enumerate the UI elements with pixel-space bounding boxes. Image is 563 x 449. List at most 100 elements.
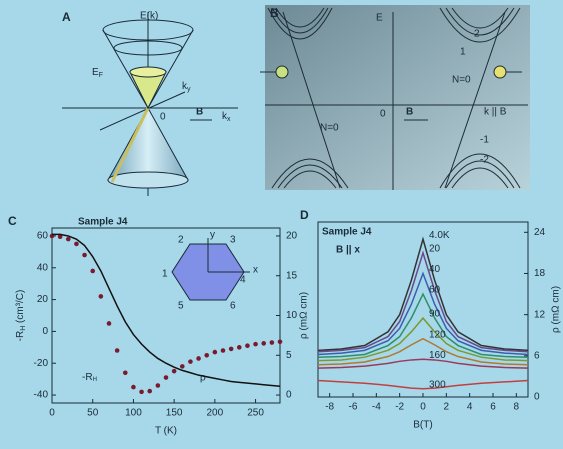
n0-label: N=0 [320,123,339,134]
fermi-surface [130,67,166,77]
energy-label: E(k) [140,11,158,22]
level-label: 1 [460,47,466,58]
x-tick-label: 50 [87,408,99,419]
y2-tick-label: 10 [286,310,298,321]
y2-axis-label: ρ (mΩ cm) [299,292,310,339]
y2-tick-label: 5 [286,350,292,361]
data-point [204,353,209,358]
x-tick-label: 0 [49,408,55,419]
data-point [82,253,87,258]
y-tick-label: 12 [534,309,546,320]
level-label: 2 [474,29,480,40]
inset-label: 2 [178,235,184,246]
sample-label: Sample J4 [78,217,128,228]
x-tick-label: 4 [467,402,473,413]
data-point [123,370,128,375]
data-point [74,242,79,247]
inset-label: 3 [230,235,236,246]
y-tick-label: 0 [534,392,540,403]
node-icon [276,66,288,78]
data-point [229,347,234,352]
series-label: 40 [429,264,441,275]
series-label: 300 [429,379,446,390]
level-label: -2 [480,155,489,166]
x-tick-label: 6 [490,402,496,413]
inset-label: y [210,230,215,241]
panel-letter: B [270,6,279,20]
field-label: B [406,107,413,118]
data-point [66,237,71,242]
y-tick-label: 0 [42,326,48,337]
series-label: 160 [429,350,446,361]
series-label: 60 [429,285,441,296]
data-point [90,269,95,274]
panel-letter: C [8,214,17,228]
inset-label: 4 [240,275,246,286]
x-tick-label: 8 [514,402,520,413]
y-tick-label: 24 [534,227,546,238]
y-tick-label: 18 [534,268,546,279]
origin: 0 [160,112,166,123]
y-tick-label: 20 [37,294,49,305]
x-tick-label: -2 [395,402,404,413]
x-tick-label: 0 [420,402,426,413]
panel-letter: D [300,208,309,222]
data-point [115,348,120,353]
sub: H [93,377,97,383]
x-tick-label: 200 [207,408,224,419]
panel-b [260,5,530,190]
data-point [278,339,283,344]
inset-label: 5 [178,301,184,312]
data-point [156,383,161,388]
y-axis-label: ρ (mΩ cm) [551,286,562,333]
x-tick-label: 100 [125,408,142,419]
series-label: 120 [429,329,446,340]
data-point [99,294,104,299]
series-label: 20 [429,244,441,255]
data-point [270,340,275,345]
lower-rim [108,172,188,188]
annotation: ρ [200,373,206,384]
x-tick-label: -8 [325,402,334,413]
y-tick-label: 6 [534,350,540,361]
sub: x [227,116,231,123]
node-icon [494,66,506,78]
main: -R [82,372,93,383]
data-point [261,341,266,346]
x-axis-label: T (K) [155,426,177,437]
data-point [245,343,250,348]
data-point [221,348,226,353]
data-point [139,390,144,395]
data-point [107,321,112,326]
figure: A E(k) EF ky 0 B kx B E 2 1 -1 -2 N=0 N=… [0,0,563,449]
origin: 0 [380,109,386,120]
series-label: 4.0K [429,230,450,241]
y-tick-label: -20 [34,358,49,369]
data-point [180,364,185,369]
field-label: B || x [336,245,360,256]
x-axis-label: B(T) [413,420,432,431]
y2-tick-label: 0 [286,390,292,401]
inset-label: x [253,265,258,276]
y2-tick-label: 15 [286,270,298,281]
unit: (cm³/C) [15,290,26,326]
data-point [188,359,193,364]
y-tick-label: 40 [37,262,49,273]
y2-tick-label: 20 [286,231,298,242]
data-point [213,350,218,355]
data-point [196,356,201,361]
n0-label: N=0 [452,75,471,86]
data-point [147,389,152,394]
data-point [237,345,242,350]
data-point [253,342,258,347]
y-tick-label: -40 [34,390,49,401]
inset-label: 1 [162,269,168,280]
x-tick-label: 150 [166,408,183,419]
series-label: 90 [429,309,441,320]
y-tick-label: 60 [37,231,49,242]
k-label: k || B [484,107,507,118]
main: -R [15,331,26,342]
panel-letter: A [62,10,71,24]
x-tick-label: 250 [247,408,264,419]
x-tick-label: -4 [372,402,381,413]
